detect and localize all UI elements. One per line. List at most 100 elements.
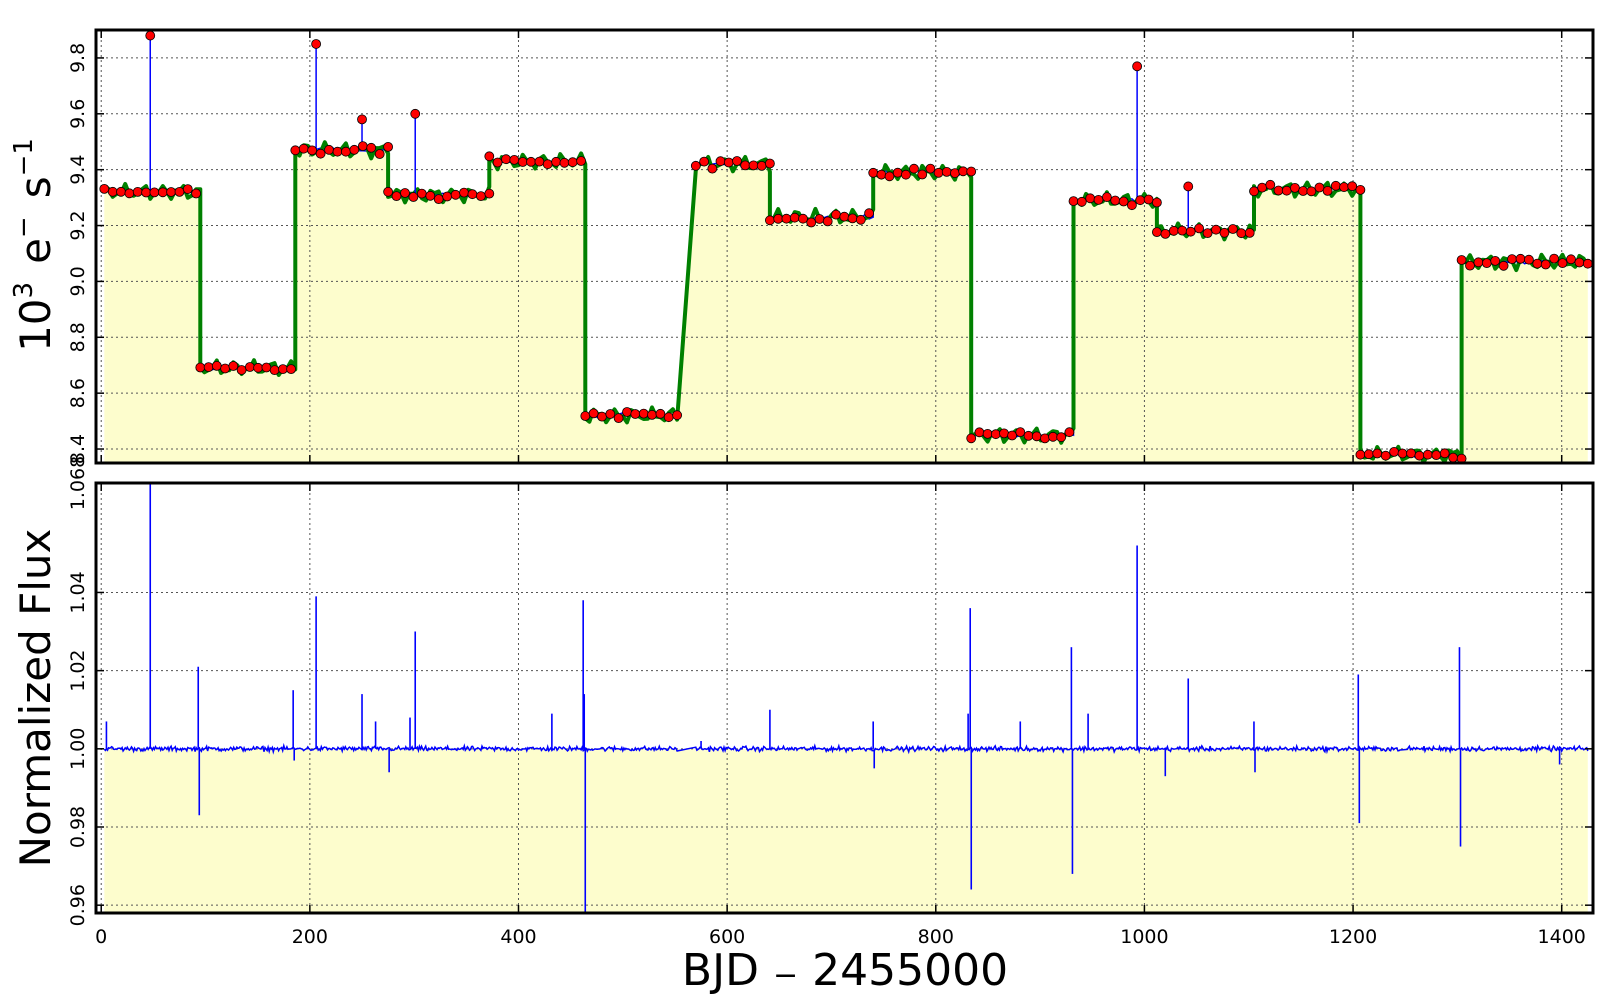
x-tick-label: 1400	[1538, 926, 1586, 948]
y-tick-label: 0.98	[67, 806, 89, 848]
data-point	[1202, 228, 1213, 239]
data-point	[433, 194, 444, 205]
data-point	[974, 427, 985, 438]
data-point	[332, 146, 343, 157]
data-point	[290, 145, 301, 156]
data-point	[723, 157, 734, 168]
data-point	[990, 429, 1001, 440]
data-point	[269, 365, 280, 376]
data-point	[1249, 186, 1259, 197]
outlier-point	[1132, 61, 1143, 72]
data-point	[1549, 253, 1559, 264]
data-point	[1557, 258, 1568, 269]
data-point	[1566, 254, 1576, 265]
data-point	[357, 141, 368, 152]
data-point	[950, 168, 960, 179]
data-point	[1290, 182, 1300, 193]
data-point	[1582, 258, 1593, 269]
data-point	[1093, 194, 1104, 205]
data-point	[707, 163, 718, 174]
data-point	[244, 362, 255, 372]
data-point	[748, 160, 759, 171]
data-point	[580, 411, 591, 421]
data-point	[765, 158, 775, 169]
data-point	[1355, 184, 1366, 195]
data-point	[1023, 430, 1034, 441]
data-point	[1244, 227, 1255, 238]
data-point	[1236, 228, 1247, 239]
outlier-point	[357, 114, 367, 125]
data-point	[567, 157, 578, 168]
data-point	[1540, 259, 1551, 270]
data-point	[1273, 185, 1284, 196]
y-tick-label: 8.4	[67, 434, 89, 464]
data-point	[1355, 449, 1366, 460]
data-point	[383, 141, 394, 152]
data-point	[1127, 200, 1137, 211]
data-point	[1257, 182, 1267, 193]
bottom-plot-frame	[94, 481, 1595, 915]
bottom-grid	[96, 483, 1593, 913]
data-point	[1076, 196, 1087, 207]
data-point	[798, 213, 808, 224]
data-point	[966, 166, 977, 177]
data-point	[909, 163, 919, 174]
data-point	[286, 364, 297, 375]
data-point	[1219, 227, 1230, 238]
data-point	[1102, 192, 1112, 203]
data-point	[868, 167, 879, 178]
data-point	[383, 186, 394, 197]
data-point	[1330, 180, 1341, 191]
data-point	[966, 433, 977, 444]
data-point	[1281, 185, 1292, 196]
data-point	[459, 187, 469, 198]
y-tick-label: 9.2	[67, 210, 89, 240]
data-point	[1339, 182, 1349, 193]
bottom-flux-spikes	[105, 483, 1561, 913]
y-tick-label: 9.4	[67, 155, 89, 185]
data-point	[534, 156, 545, 167]
y-tick-label: 8.6	[67, 378, 89, 408]
data-point	[492, 157, 503, 168]
data-point	[298, 143, 309, 154]
data-point	[559, 157, 570, 168]
bottom-panel: 0.96 0.98 1.00 1.02 1.04 1.068 0 200 400 600 800 1…	[11, 456, 1595, 996]
data-point	[340, 146, 351, 157]
y-tick-label: 1.02	[67, 649, 89, 691]
data-point	[1498, 260, 1509, 271]
data-point	[1040, 433, 1050, 444]
data-point	[1507, 254, 1517, 265]
data-point	[116, 186, 126, 197]
data-point	[1168, 225, 1179, 236]
data-point	[1372, 448, 1383, 459]
x-axis-label: BJD −2455000	[682, 945, 1008, 996]
data-point	[107, 186, 118, 197]
top-outlier-spikes	[149, 35, 1189, 232]
top-y-tick-labels: 8.4 8.6 8.8 9.0 9.2 9.4 9.6 9.8	[67, 43, 89, 464]
data-point	[831, 209, 841, 220]
data-point	[1118, 196, 1129, 207]
bottom-area-fill	[104, 748, 1588, 913]
data-point	[253, 362, 264, 373]
x-tick-label: 0	[95, 926, 107, 948]
data-point	[630, 409, 641, 419]
data-point	[324, 144, 334, 155]
data-point	[551, 156, 561, 167]
data-point	[1456, 255, 1467, 265]
data-point	[195, 362, 206, 373]
data-point	[517, 157, 528, 167]
data-point	[715, 156, 726, 167]
data-point	[211, 360, 222, 371]
data-point	[1031, 431, 1042, 442]
data-point	[1524, 254, 1534, 265]
bottom-y-axis-label: Normalized Flux	[11, 529, 60, 868]
top-y-axis-label: 103e−s−1	[9, 138, 60, 352]
data-point	[925, 163, 936, 174]
data-point	[597, 411, 607, 422]
data-point	[839, 211, 850, 222]
y-tick-label: 9.0	[67, 266, 89, 296]
x-tick-label: 200	[292, 926, 328, 948]
top-area-fill	[104, 142, 1588, 463]
data-point	[941, 166, 952, 177]
data-point	[349, 144, 360, 155]
